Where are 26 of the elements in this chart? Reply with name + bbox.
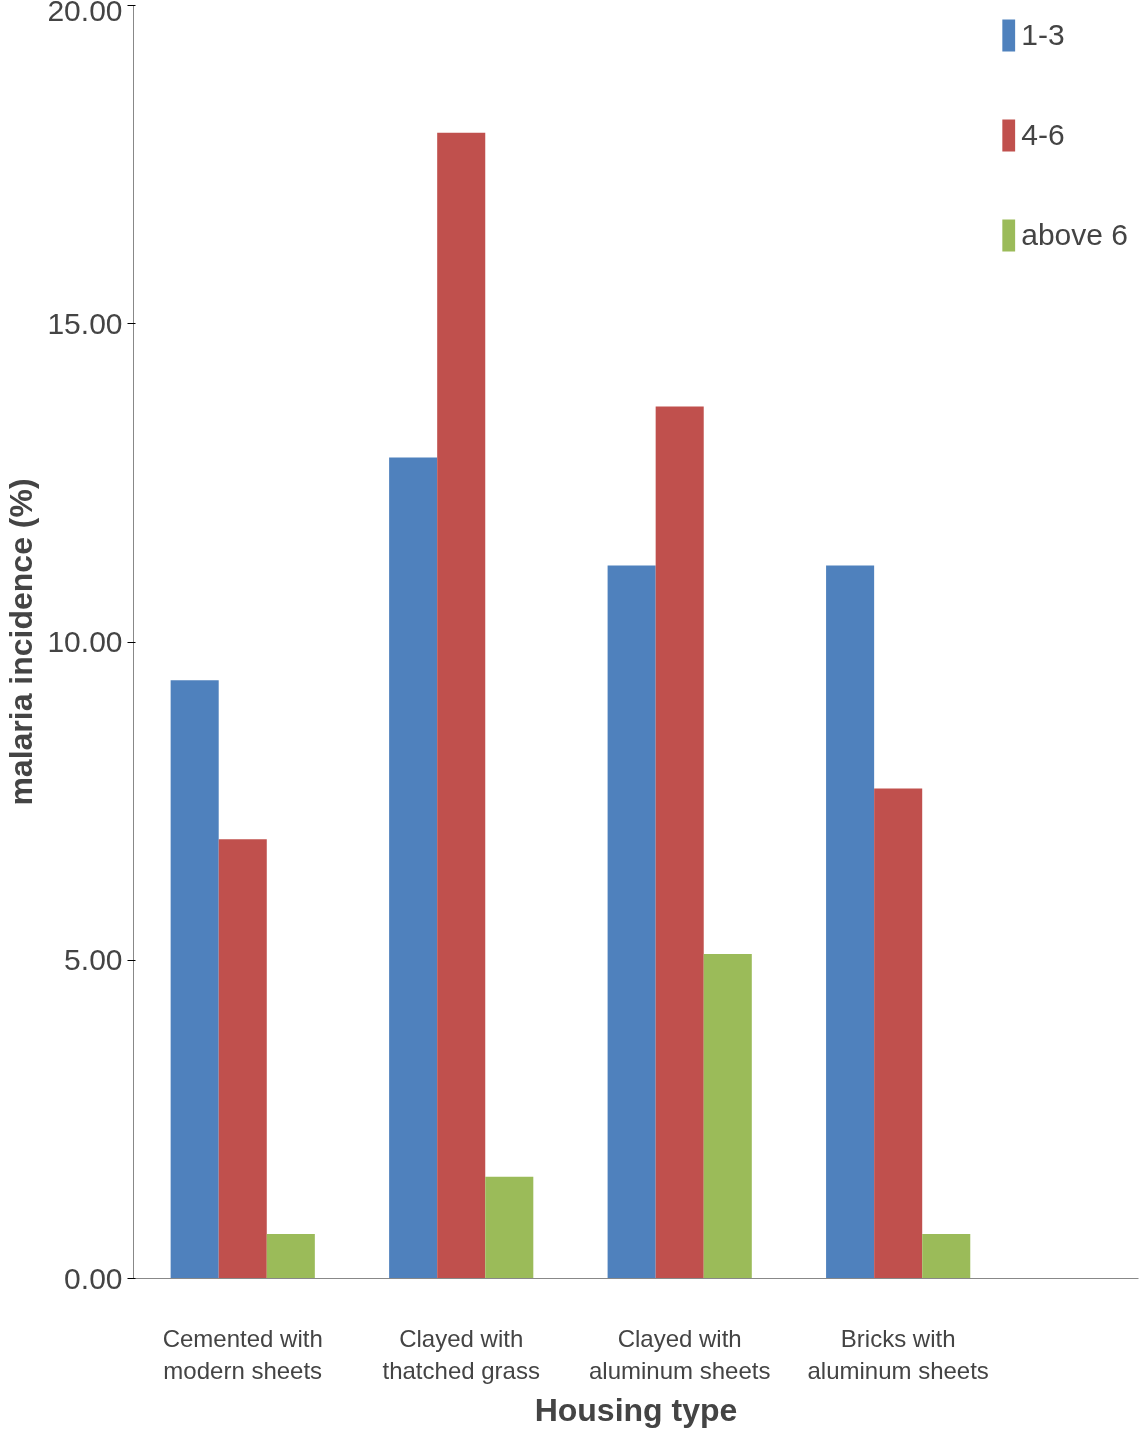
bar xyxy=(703,953,752,1279)
legend-label: 1-3 xyxy=(1021,18,1065,52)
x-tick-label: Clayed with aluminum sheets xyxy=(588,1324,771,1384)
bar xyxy=(655,406,704,1279)
bar xyxy=(170,680,219,1279)
y-tick-label: 15.00 xyxy=(47,306,123,340)
bar xyxy=(607,565,656,1279)
bar xyxy=(218,839,267,1279)
y-tick-label: 20.00 xyxy=(47,0,123,27)
bar xyxy=(437,132,486,1279)
legend-label: 4-6 xyxy=(1021,118,1065,152)
x-tick-label: Bricks with aluminum sheets xyxy=(807,1324,989,1384)
x-tick-label: Cemented with modern sheets xyxy=(162,1324,323,1384)
y-tick-label: 10.00 xyxy=(47,625,123,658)
bar xyxy=(826,565,875,1279)
bar xyxy=(266,1233,315,1279)
bar xyxy=(485,1176,534,1279)
bar xyxy=(922,1233,971,1279)
y-tick-label: 0.00 xyxy=(64,1261,123,1295)
y-axis-title: malaria incidence (%) xyxy=(3,478,40,806)
bar xyxy=(389,457,438,1279)
x-tick-label: Clayed with thatched grass xyxy=(382,1324,540,1384)
y-tick-label: 5.00 xyxy=(64,943,123,977)
x-axis-title: Housing type xyxy=(534,1391,738,1428)
legend-label: above 6 xyxy=(1021,218,1128,252)
bar xyxy=(874,788,923,1279)
